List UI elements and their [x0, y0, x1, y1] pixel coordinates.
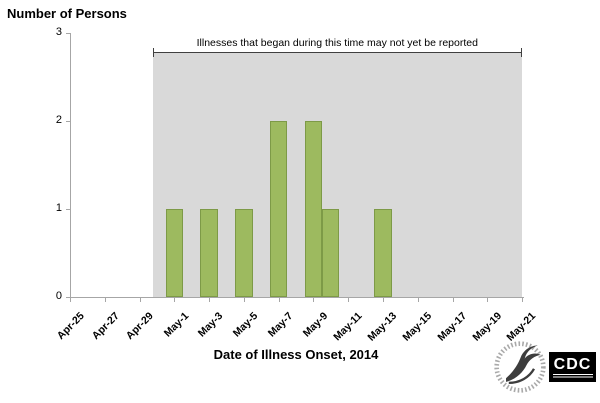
x-tick-label: May-3: [196, 310, 226, 340]
cdc-logo: CDC: [549, 352, 596, 382]
x-tick: [348, 298, 350, 302]
y-tick-label: 0: [55, 290, 62, 302]
x-tick: [522, 298, 523, 302]
x-tick-label: Apr-27: [89, 310, 122, 343]
bar-may-7: [269, 121, 288, 297]
bar-may-9: [304, 121, 323, 297]
x-tick: [209, 298, 211, 302]
x-tick: [174, 298, 176, 302]
bar-may-5: [235, 209, 253, 297]
x-tick: [243, 298, 245, 302]
bar-may-10: [322, 209, 340, 297]
x-tick: [70, 298, 71, 302]
plot-area: Illnesses that began during this time ma…: [54, 26, 538, 344]
footer-logos: CDC: [492, 339, 596, 395]
x-tick: [104, 298, 106, 302]
hhs-eagle-shape: [506, 345, 541, 382]
x-tick-label: Apr-25: [54, 310, 87, 343]
x-tick: [452, 298, 454, 302]
x-tick-label: May-17: [435, 310, 469, 344]
y-tick: [66, 297, 70, 298]
x-tick-label: May-11: [331, 310, 365, 344]
bar-may-13: [374, 209, 392, 297]
y-tick: [66, 33, 70, 34]
x-tick: [382, 298, 384, 302]
x-tick: [417, 298, 419, 302]
bracket-right-tick: [520, 48, 522, 57]
y-tick-label: 3: [55, 26, 62, 38]
x-tick: [139, 298, 141, 302]
x-tick-label: May-1: [161, 310, 191, 340]
cdc-logo-text: CDC: [553, 355, 592, 373]
y-axis-line: [70, 33, 71, 298]
x-tick-label: May-7: [265, 310, 296, 340]
y-tick-label: 2: [55, 114, 62, 126]
x-tick-label: May-5: [230, 310, 261, 340]
bar-may-3: [200, 209, 218, 297]
y-tick: [66, 121, 70, 122]
x-tick: [487, 298, 489, 302]
x-tick: [313, 298, 315, 302]
x-tick-label: May-9: [300, 310, 330, 340]
x-tick: [278, 298, 280, 302]
bar-may-1: [165, 209, 183, 297]
x-tick-label: Apr-29: [123, 310, 156, 343]
x-tick-label: May-15: [400, 310, 435, 344]
cdc-logo-subtext-lines: [552, 373, 593, 379]
y-tick: [66, 209, 70, 210]
x-axis-line: [69, 297, 524, 298]
bracket-left-tick: [152, 48, 154, 57]
chart-title: Number of Persons: [7, 6, 127, 21]
x-tick-label: May-13: [365, 310, 400, 344]
hhs-seal-icon: [494, 341, 546, 393]
y-tick-label: 1: [55, 202, 62, 214]
region-annotation: Illnesses that began during this time ma…: [196, 37, 478, 49]
x-axis-title: Date of Illness Onset, 2014: [213, 347, 379, 362]
